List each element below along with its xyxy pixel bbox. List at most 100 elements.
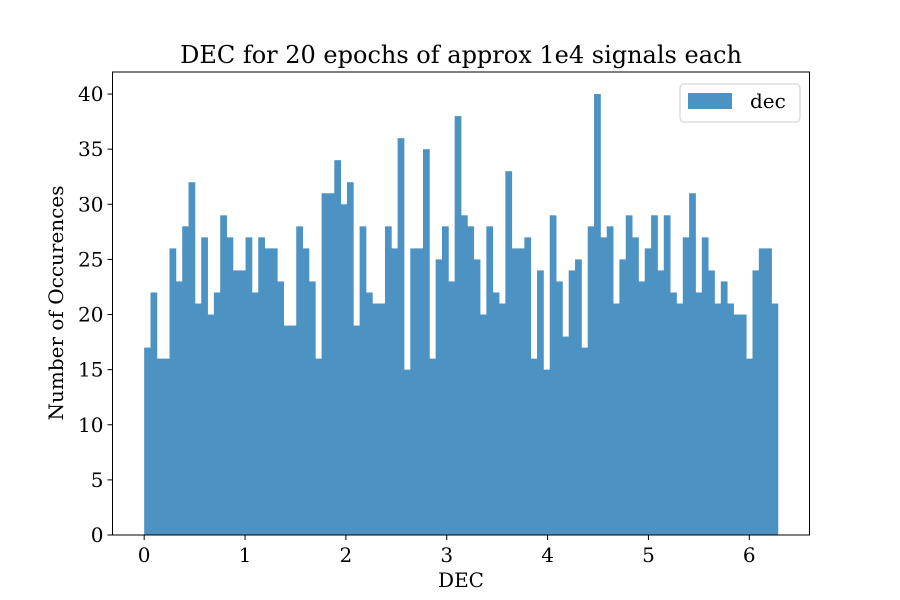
- y-tick-label: 0: [91, 523, 104, 547]
- histogram-bar: [638, 281, 646, 535]
- histogram-bar: [619, 259, 627, 535]
- histogram-bar: [397, 138, 405, 535]
- histogram-bar: [505, 171, 513, 535]
- histogram-bar: [752, 270, 760, 535]
- histogram-bar: [245, 237, 253, 536]
- histogram-bar: [201, 237, 208, 536]
- y-tick-label: 20: [78, 303, 103, 327]
- histogram-bar: [372, 303, 380, 535]
- histogram-bar: [416, 248, 424, 535]
- x-tick-label: 0: [138, 543, 151, 567]
- histogram-bar: [346, 182, 354, 536]
- histogram-bar: [587, 226, 595, 535]
- histogram-bar: [473, 259, 481, 535]
- histogram-bar: [264, 248, 272, 535]
- y-axis-label: Number of Occurences: [44, 186, 68, 421]
- histogram-bar: [391, 248, 399, 535]
- histogram-bar: [353, 325, 361, 535]
- histogram-bar: [365, 292, 373, 535]
- histogram-bar: [600, 237, 608, 536]
- histogram-bar: [765, 248, 772, 535]
- histogram-bar: [289, 325, 297, 535]
- histogram-bar: [676, 303, 684, 535]
- y-tick-label: 40: [78, 82, 103, 106]
- histogram-bar: [606, 226, 614, 535]
- histogram-bar: [467, 226, 475, 535]
- y-tick-label: 25: [78, 247, 103, 271]
- histogram-bar: [334, 160, 342, 535]
- x-tick-label: 2: [340, 543, 353, 567]
- histogram-bar: [283, 325, 291, 535]
- histogram-bar: [537, 270, 544, 535]
- x-tick-label: 5: [642, 543, 655, 567]
- x-axis-ticks: 0 1 2 3 4 5 6: [138, 535, 756, 567]
- histogram-bar: [543, 369, 551, 535]
- histogram-bar: [492, 292, 500, 535]
- histogram-bar: [182, 226, 189, 535]
- histogram-bar: [581, 347, 589, 535]
- histogram-bar: [575, 259, 582, 535]
- histogram-bar: [308, 281, 316, 535]
- x-axis-label: DEC: [438, 568, 484, 592]
- histogram-bar: [663, 215, 671, 535]
- histogram-bar: [251, 292, 259, 535]
- legend: dec: [679, 83, 801, 123]
- histogram-bar: [403, 369, 411, 535]
- histogram-bar: [150, 292, 158, 535]
- histogram-bar: [213, 292, 221, 535]
- histogram-bar: [220, 215, 227, 535]
- histogram-bar: [670, 292, 677, 535]
- histogram-bar: [556, 281, 563, 535]
- histogram-bar: [657, 270, 665, 535]
- histogram-bar: [486, 226, 494, 535]
- histogram-bar: [613, 303, 620, 535]
- histogram-bar: [258, 237, 265, 536]
- y-tick-label: 10: [78, 413, 103, 437]
- histogram-bar: [524, 237, 532, 536]
- histogram-bar: [499, 303, 506, 535]
- histogram-bar: [315, 358, 322, 535]
- histogram-bar: [448, 281, 456, 535]
- histogram-bar: [378, 303, 386, 535]
- histogram-bar: [454, 116, 462, 535]
- histogram-bar: [644, 248, 652, 535]
- histogram-bar: [270, 248, 278, 535]
- histogram-bar: [232, 270, 240, 535]
- histogram-bar: [188, 182, 196, 536]
- histogram-bar: [156, 358, 164, 535]
- histogram-bar: [461, 215, 468, 535]
- histogram-bar: [651, 215, 658, 535]
- histogram-bar: [480, 314, 487, 535]
- y-tick-label: 15: [78, 358, 103, 382]
- histogram-bar: [714, 303, 722, 535]
- histogram-bar: [384, 226, 392, 535]
- histogram-bar: [771, 303, 779, 535]
- histogram-bar: [302, 248, 310, 535]
- histogram-bar: [549, 215, 557, 535]
- chart-title: DEC for 20 epochs of approx 1e4 signals …: [180, 41, 742, 69]
- histogram-bar: [175, 281, 183, 535]
- histogram-bar: [441, 226, 449, 535]
- histogram-bar: [562, 336, 570, 535]
- histogram-bar: [594, 94, 601, 536]
- histogram-bar: [144, 347, 151, 535]
- histogram-bar: [340, 204, 348, 536]
- histogram-bar: [625, 215, 633, 535]
- x-tick-label: 6: [743, 543, 756, 567]
- histogram-bar: [163, 358, 170, 535]
- histogram-bar: [422, 149, 430, 536]
- histogram-bar: [727, 303, 734, 535]
- legend-label: dec: [750, 89, 786, 113]
- bars-group: [144, 94, 779, 536]
- x-tick-label: 1: [239, 543, 252, 567]
- histogram-bar: [701, 237, 709, 536]
- plot-frame: [112, 71, 810, 536]
- histogram-bar: [689, 193, 696, 535]
- histogram-bar: [410, 248, 418, 535]
- histogram-bar: [327, 193, 335, 535]
- histogram-bar: [746, 358, 753, 535]
- y-tick-label: 30: [78, 192, 103, 216]
- histogram-bar: [695, 292, 703, 535]
- histogram-bar: [207, 314, 215, 535]
